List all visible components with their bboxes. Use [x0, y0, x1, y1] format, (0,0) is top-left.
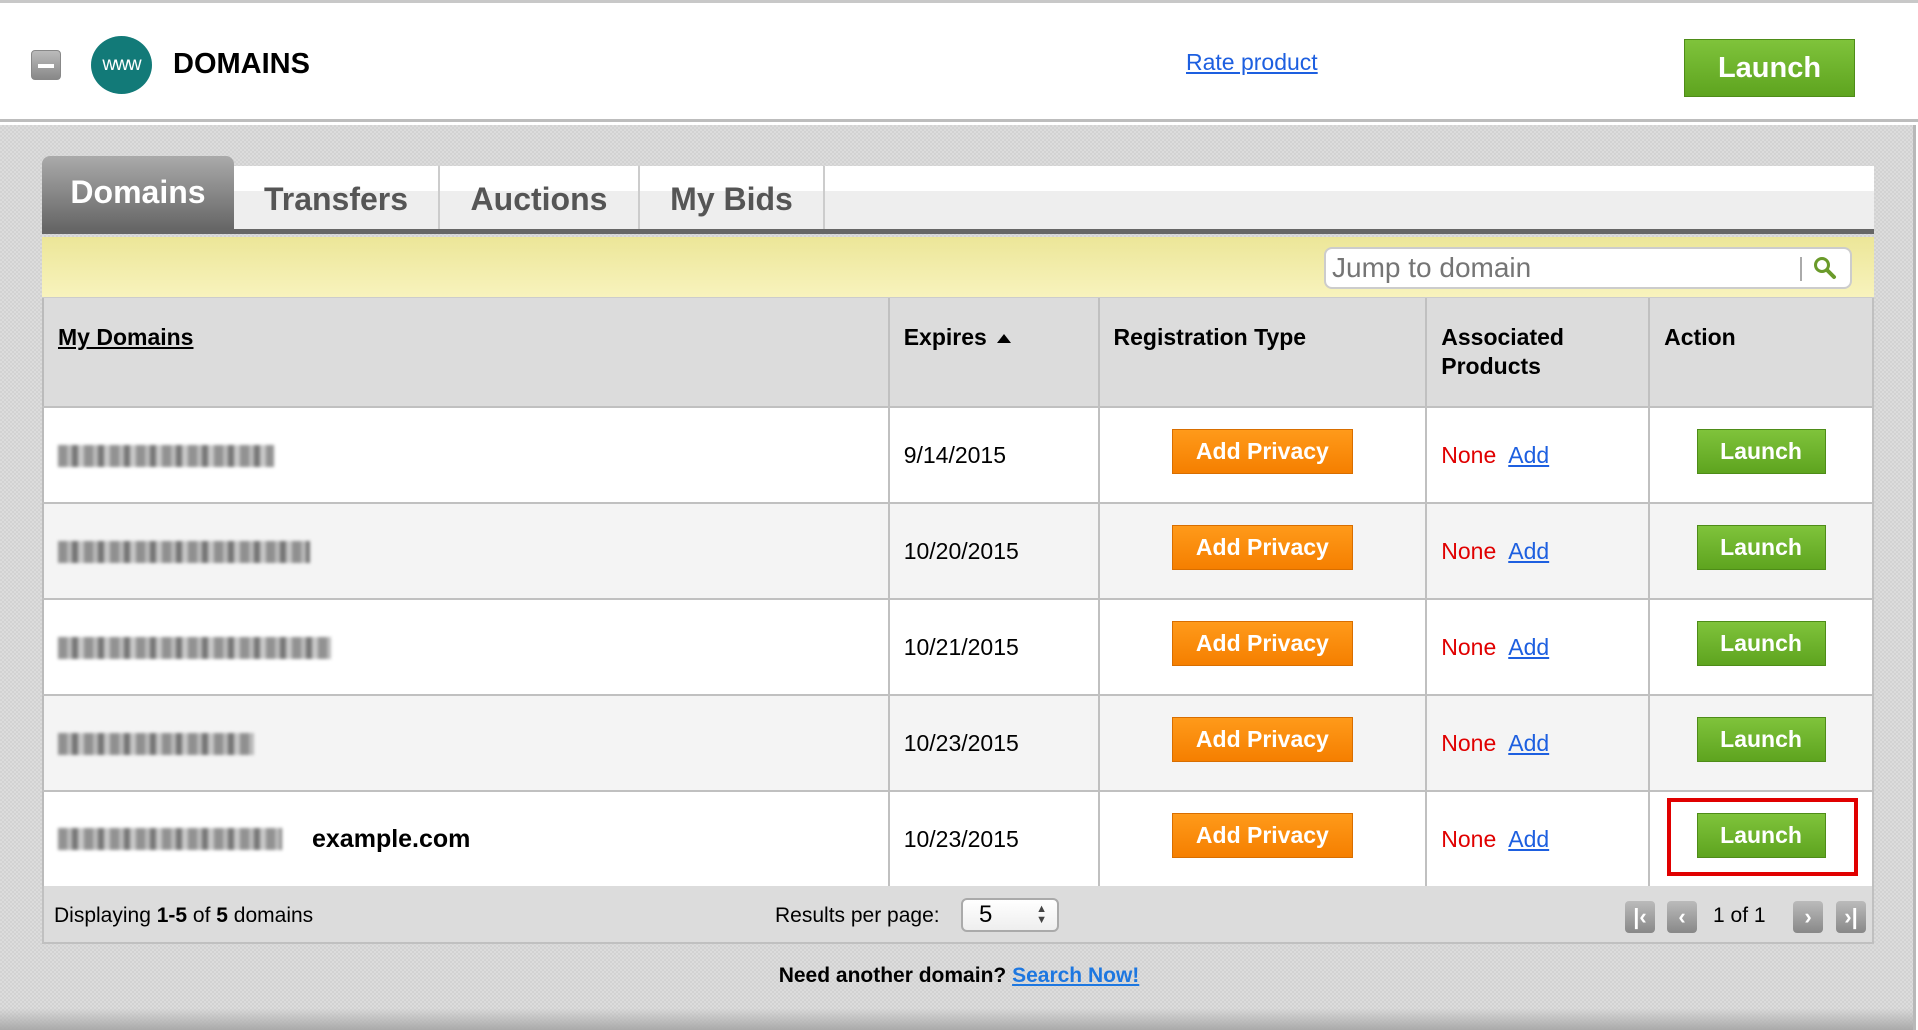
search-prompt: Need another domain? Search Now!: [778, 964, 1140, 987]
table-row: 10/21/2015 Add Privacy None Add Launch: [42, 598, 1874, 696]
table-footer: Displaying 1-5 of 5 domains Results per …: [42, 886, 1874, 944]
launch-domain-button[interactable]: Launch: [1696, 716, 1826, 762]
table-row: 10/20/2015 Add Privacy None Add Launch: [42, 502, 1874, 600]
page-indicator: 1 of 1: [1713, 904, 1766, 927]
domains-table: My Domains Expires Registration Type Ass…: [42, 298, 1874, 888]
redacted-domain[interactable]: [58, 828, 282, 851]
registration-cell: Add Privacy: [1097, 790, 1428, 888]
tab-my-bids[interactable]: My Bids: [640, 166, 825, 229]
action-cell: Launch: [1648, 598, 1874, 696]
col-my-domains[interactable]: My Domains: [42, 298, 890, 408]
expires-cell: 10/23/2015: [887, 790, 1100, 888]
launch-domain-button[interactable]: Launch: [1696, 812, 1826, 858]
add-privacy-button[interactable]: Add Privacy: [1171, 620, 1353, 666]
products-cell: None Add: [1425, 694, 1651, 792]
last-page-button[interactable]: ›|: [1836, 901, 1866, 933]
add-product-link[interactable]: Add: [1508, 729, 1550, 756]
domain-cell[interactable]: [42, 694, 890, 792]
header: www DOMAINS Rate product Launch: [0, 3, 1918, 122]
results-per-page-select[interactable]: 5 ▲ ▼: [961, 898, 1059, 932]
domain-cell[interactable]: example.com: [42, 790, 890, 888]
search-bar: [42, 237, 1874, 298]
divider: [1800, 257, 1802, 281]
jump-to-domain-field[interactable]: [1324, 247, 1852, 289]
table-row: 10/23/2015 Add Privacy None Add Launch: [42, 694, 1874, 792]
domain-annotation: example.com: [312, 824, 471, 853]
domain-cell[interactable]: [42, 406, 890, 504]
launch-domain-button[interactable]: Launch: [1696, 524, 1826, 570]
www-logo-icon: www: [91, 36, 152, 94]
top-border: [0, 0, 1918, 3]
launch-domain-button[interactable]: Launch: [1696, 428, 1826, 474]
redacted-domain[interactable]: [58, 445, 274, 468]
displaying-count: Displaying 1-5 of 5 domains: [54, 904, 314, 927]
add-product-link[interactable]: Add: [1508, 825, 1550, 852]
redacted-domain[interactable]: [58, 637, 331, 660]
redacted-domain[interactable]: [58, 733, 254, 756]
domain-cell[interactable]: [42, 502, 890, 600]
expires-cell: 10/23/2015: [887, 694, 1100, 792]
col-associated-products: Associated Products: [1425, 298, 1651, 408]
add-privacy-button[interactable]: Add Privacy: [1171, 716, 1353, 762]
collapse-icon[interactable]: [31, 50, 61, 80]
col-action: Action: [1648, 298, 1874, 408]
registration-cell: Add Privacy: [1097, 694, 1428, 792]
tab-bar: Domains Transfers Auctions My Bids: [42, 156, 1874, 234]
magnifier-icon[interactable]: [1812, 255, 1838, 281]
table-row: example.com 10/23/2015 Add Privacy None A…: [42, 790, 1874, 888]
domain-cell[interactable]: [42, 598, 890, 696]
products-none: None: [1441, 729, 1497, 756]
results-per-page-label: Results per page:: [775, 904, 940, 927]
expires-cell: 9/14/2015: [887, 406, 1100, 504]
expires-cell: 10/20/2015: [887, 502, 1100, 600]
page-title: DOMAINS: [173, 48, 310, 80]
rate-product-link[interactable]: Rate product: [1186, 49, 1318, 75]
add-product-link[interactable]: Add: [1508, 633, 1550, 660]
products-cell: None Add: [1425, 598, 1651, 696]
action-cell: Launch: [1648, 502, 1874, 600]
first-page-button[interactable]: |‹: [1625, 901, 1655, 933]
products-none: None: [1441, 825, 1497, 852]
products-none: None: [1441, 441, 1497, 468]
col-expires[interactable]: Expires: [887, 298, 1100, 408]
tab-auctions[interactable]: Auctions: [440, 166, 640, 229]
launch-button[interactable]: Launch: [1684, 39, 1855, 97]
action-cell: Launch: [1648, 694, 1874, 792]
redacted-domain[interactable]: [58, 541, 310, 564]
jump-to-domain-input[interactable]: [1326, 249, 1786, 287]
add-product-link[interactable]: Add: [1508, 537, 1550, 564]
col-registration-type: Registration Type: [1097, 298, 1428, 408]
next-page-button[interactable]: ›: [1793, 901, 1823, 933]
products-none: None: [1441, 633, 1497, 660]
add-product-link[interactable]: Add: [1508, 441, 1550, 468]
expires-cell: 10/21/2015: [887, 598, 1100, 696]
stepper-icon: ▲ ▼: [1036, 903, 1047, 926]
products-cell: None Add: [1425, 406, 1651, 504]
prev-page-button[interactable]: ‹: [1667, 901, 1697, 933]
launch-domain-button[interactable]: Launch: [1696, 620, 1826, 666]
sort-ascending-icon: [996, 334, 1011, 344]
action-cell: Launch: [1648, 790, 1874, 888]
products-none: None: [1441, 537, 1497, 564]
registration-cell: Add Privacy: [1097, 502, 1428, 600]
action-cell: Launch: [1648, 406, 1874, 504]
products-cell: None Add: [1425, 502, 1651, 600]
table-row: 9/14/2015 Add Privacy None Add Launch: [42, 406, 1874, 504]
registration-cell: Add Privacy: [1097, 406, 1428, 504]
add-privacy-button[interactable]: Add Privacy: [1171, 812, 1353, 858]
products-cell: None Add: [1425, 790, 1651, 888]
registration-cell: Add Privacy: [1097, 598, 1428, 696]
add-privacy-button[interactable]: Add Privacy: [1171, 428, 1353, 474]
tab-domains[interactable]: Domains: [42, 156, 234, 229]
table-header: My Domains Expires Registration Type Ass…: [42, 298, 1874, 408]
search-now-link[interactable]: Search Now!: [1012, 964, 1140, 987]
tab-transfers[interactable]: Transfers: [234, 166, 440, 229]
add-privacy-button[interactable]: Add Privacy: [1171, 524, 1353, 570]
